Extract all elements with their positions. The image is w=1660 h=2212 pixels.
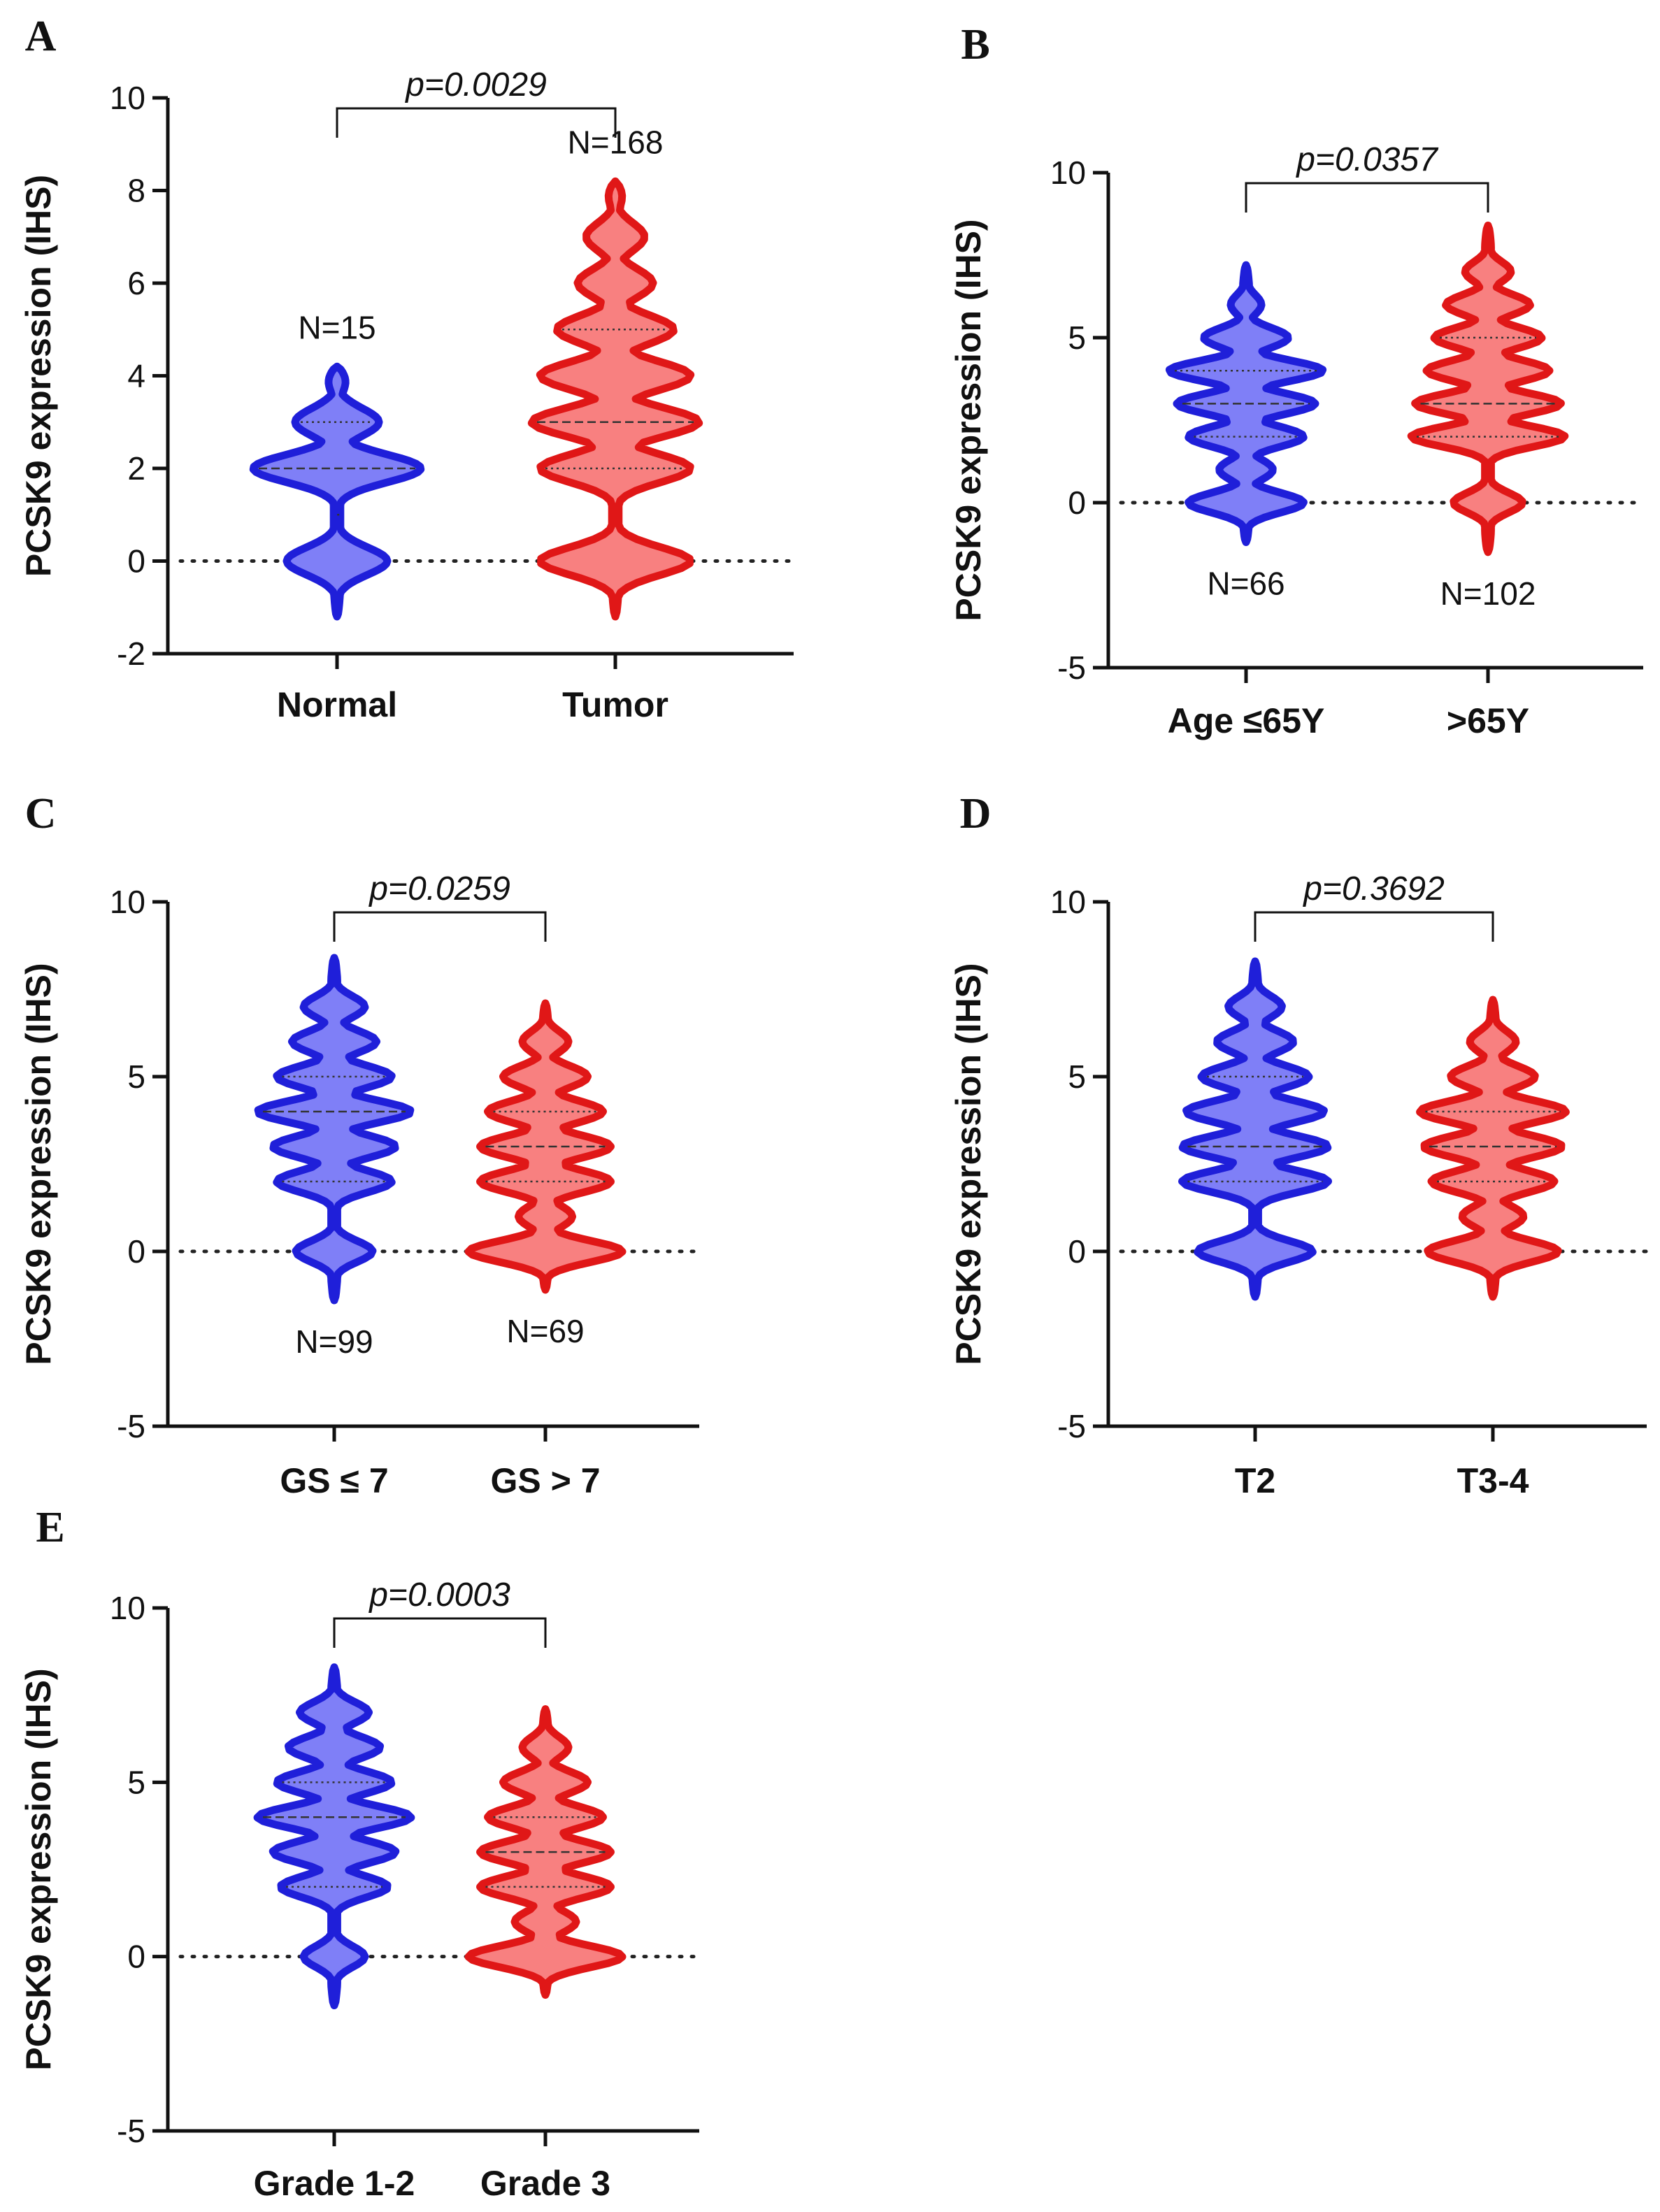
p-value-label: p=0.0357 (1295, 141, 1439, 178)
y-tick-label: 0 (127, 1233, 145, 1270)
violin-red (527, 177, 703, 621)
x-category-label: GS ≤ 7 (280, 1461, 388, 1500)
panel-d: D PCSK9 expression (IHS) -5 0 5 10 T2 T3-4 p=0.3… (949, 790, 1649, 1500)
panel-letter: A (25, 13, 57, 60)
y-tick-label: 0 (127, 1939, 145, 1975)
y-axis-label: PCSK9 expression (IHS) (949, 963, 988, 1365)
y-tick-label: -5 (117, 1408, 145, 1444)
p-value-label: p=0.3692 (1302, 870, 1445, 907)
y-tick-label: 10 (1050, 155, 1086, 191)
x-category-label: T3-4 (1457, 1461, 1529, 1500)
violin-red (1407, 222, 1569, 556)
y-tick-label: 2 (127, 450, 145, 487)
panel-e: E PCSK9 expression (IHS) -5 0 5 10 Grade 1-2 Gr… (19, 1504, 701, 2203)
y-axis-label: PCSK9 expression (IHS) (19, 1668, 58, 2070)
y-tick-label: 10 (110, 884, 145, 920)
p-value-label: p=0.0029 (404, 66, 547, 103)
sample-size-label: N=69 (506, 1313, 584, 1349)
sample-size-label: N=15 (298, 309, 375, 345)
y-tick-label: 8 (127, 173, 145, 209)
panel-a: A PCSK9 expression (IHS) -2 0 2 4 6 8 10 N=15 Norm… (19, 13, 796, 724)
y-axis-label: PCSK9 expression (IHS) (949, 219, 988, 621)
significance-bracket (333, 911, 547, 942)
panel-letter: D (960, 790, 992, 838)
y-tick-label: 5 (127, 1058, 145, 1095)
sample-size-label: N=66 (1207, 566, 1285, 602)
y-tick-label: 5 (127, 1764, 145, 1800)
x-category-label: Grade 3 (480, 2164, 610, 2203)
x-category-label: Normal (277, 685, 397, 724)
y-tick-label: 5 (1068, 1058, 1086, 1095)
p-value-label: p=0.0259 (368, 870, 510, 907)
y-tick-label: 0 (1068, 484, 1086, 521)
violin-red (1416, 996, 1570, 1301)
x-category-label: GS > 7 (490, 1461, 600, 1500)
violin-red (464, 999, 627, 1294)
x-category-label: >65Y (1447, 701, 1529, 740)
panel-letter: E (36, 1504, 64, 1551)
x-category-label: T2 (1235, 1461, 1275, 1500)
x-category-label: Tumor (562, 685, 668, 724)
y-tick-label: -5 (1057, 1408, 1086, 1444)
significance-bracket (333, 1617, 547, 1648)
violin-blue (1178, 957, 1332, 1301)
violin-blue (253, 1663, 415, 2009)
significance-bracket (1254, 911, 1494, 942)
panel-letter: B (961, 21, 989, 69)
y-axis-label: PCSK9 expression (IHS) (19, 175, 58, 577)
sample-size-label: N=102 (1440, 575, 1536, 612)
significance-bracket (1245, 182, 1489, 213)
violin-red (464, 1705, 627, 1999)
panel-c: C PCSK9 expression (IHS) -5 0 5 10 N=99 GS ≤ 7 N… (19, 790, 701, 1500)
y-axis-label: PCSK9 expression (IHS) (19, 963, 58, 1365)
x-category-label: Grade 1-2 (254, 2164, 415, 2203)
y-tick-label: -5 (1057, 649, 1086, 686)
y-tick-label: 5 (1068, 319, 1086, 356)
y-tick-label: 4 (127, 358, 145, 394)
y-tick-label: -2 (117, 635, 145, 672)
y-tick-label: 10 (110, 80, 145, 116)
y-tick-label: -5 (117, 2113, 145, 2149)
y-tick-label: 10 (1050, 884, 1086, 920)
panel-letter: C (25, 790, 57, 838)
y-tick-label: 0 (127, 543, 145, 580)
p-value-label: p=0.0003 (368, 1577, 510, 1614)
y-tick-label: 0 (1068, 1233, 1086, 1270)
significance-bracket (336, 107, 617, 138)
x-category-label: Age ≤65Y (1168, 701, 1325, 740)
violin-blue (254, 954, 415, 1305)
violin-blue (249, 362, 425, 621)
y-tick-label: 6 (127, 265, 145, 301)
y-tick-label: 10 (110, 1590, 145, 1626)
panel-b: B PCSK9 expression (IHS) -5 0 5 10 N=66 Age ≤65… (949, 21, 1645, 740)
sample-size-label: N=99 (295, 1323, 373, 1360)
